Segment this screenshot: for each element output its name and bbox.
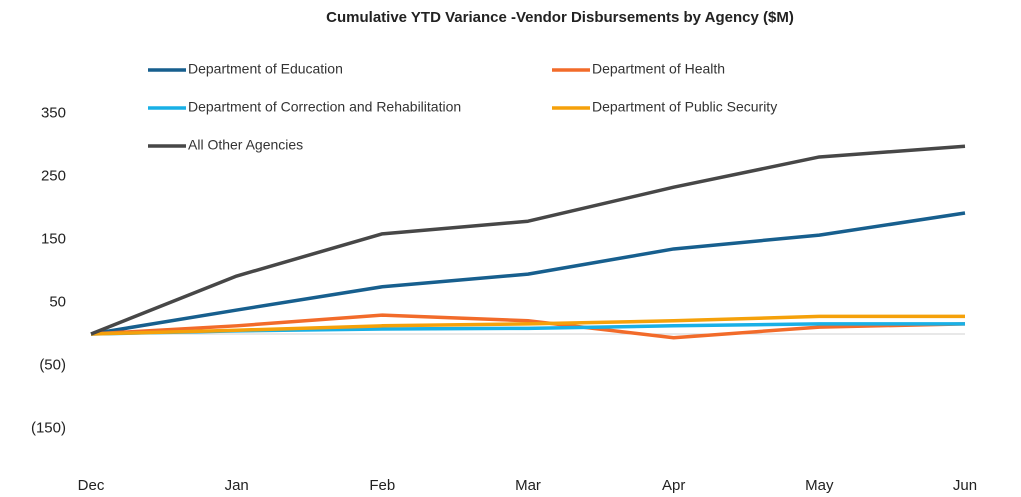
legend-label: All Other Agencies	[188, 137, 303, 153]
legend-label: Department of Public Security	[592, 99, 777, 115]
y-tick-label: 50	[49, 293, 66, 310]
y-tick-label: 150	[41, 230, 66, 247]
series-line	[90, 314, 965, 336]
y-tick-label: (150)	[31, 419, 66, 436]
x-tick-label: Mar	[515, 477, 541, 494]
x-tick-label: May	[805, 477, 834, 494]
series-line	[90, 144, 966, 336]
y-tick-label: (50)	[39, 356, 66, 373]
x-tick-label: Apr	[662, 477, 685, 494]
x-tick-label: Jan	[225, 477, 249, 494]
legend-label: Department of Correction and Rehabilitat…	[188, 99, 461, 115]
x-tick-label: Jun	[953, 477, 977, 494]
series-line	[90, 313, 966, 340]
y-tick-label: 350	[41, 104, 66, 121]
chart-title: Cumulative YTD Variance -Vendor Disburse…	[326, 9, 794, 26]
legend-label: Department of Education	[188, 61, 343, 77]
legend-label: Department of Health	[592, 61, 725, 77]
x-tick-label: Dec	[78, 477, 105, 494]
series-line	[90, 211, 966, 336]
y-tick-label: 250	[41, 167, 66, 184]
x-tick-label: Feb	[369, 477, 395, 494]
